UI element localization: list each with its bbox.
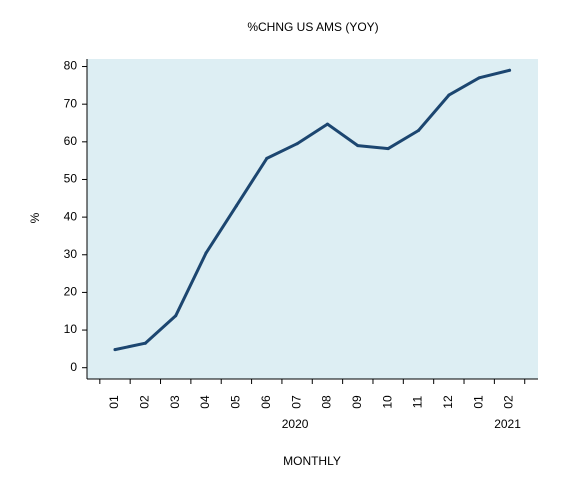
data-point (234, 204, 238, 208)
y-tick-label: 30 (64, 247, 78, 261)
series-group (113, 68, 512, 352)
x-axis-label: MONTHLY (283, 454, 341, 468)
y-axis-ticks: 0 10 20 30 40 50 60 70 80 (64, 59, 87, 374)
year-label: 2020 (282, 417, 309, 431)
data-point (295, 142, 299, 146)
data-point (508, 68, 512, 72)
x-tick-label: 07 (289, 395, 303, 409)
data-point (386, 147, 390, 151)
x-tick-label: 02 (502, 395, 516, 409)
data-point (143, 341, 147, 345)
x-tick-label: 08 (320, 395, 334, 409)
data-point (113, 348, 117, 352)
y-tick-label: 0 (70, 360, 77, 374)
plot-area (87, 59, 538, 379)
data-point (447, 93, 451, 97)
y-tick-label: 40 (64, 209, 78, 223)
year-labels: 2020 2021 (282, 417, 521, 431)
x-tick-label: 12 (441, 395, 455, 409)
x-axis-ticks: 01 02 03 04 05 06 07 08 09 10 11 12 01 02 (99, 379, 526, 409)
series-line (113, 68, 512, 352)
data-point (477, 76, 481, 80)
data-point (325, 122, 329, 126)
y-axis-label: % (28, 212, 42, 223)
x-tick-label: 11 (411, 395, 425, 408)
y-tick-label: 70 (64, 96, 78, 110)
y-tick-label: 80 (64, 59, 78, 73)
x-tick-label: 09 (350, 395, 364, 409)
y-tick-label: 60 (64, 134, 78, 148)
x-tick-label: 01 (471, 395, 485, 409)
x-tick-label: 04 (198, 395, 212, 409)
data-point (356, 144, 360, 148)
x-tick-label: 06 (259, 395, 273, 409)
x-tick-label: 10 (380, 395, 394, 409)
x-tick-label: 02 (138, 395, 152, 409)
data-point (204, 251, 208, 255)
x-tick-label: 01 (107, 395, 121, 409)
data-point (417, 129, 420, 133)
chart-title: %CHNG US AMS (YOY) (247, 20, 378, 34)
y-tick-label: 10 (64, 322, 78, 336)
x-tick-label: 05 (229, 395, 243, 409)
data-point (265, 156, 269, 160)
data-point (174, 314, 178, 318)
year-label: 2021 (494, 417, 521, 431)
x-tick-label: 03 (168, 395, 182, 409)
y-tick-label: 50 (64, 172, 78, 186)
y-tick-label: 20 (64, 285, 78, 299)
